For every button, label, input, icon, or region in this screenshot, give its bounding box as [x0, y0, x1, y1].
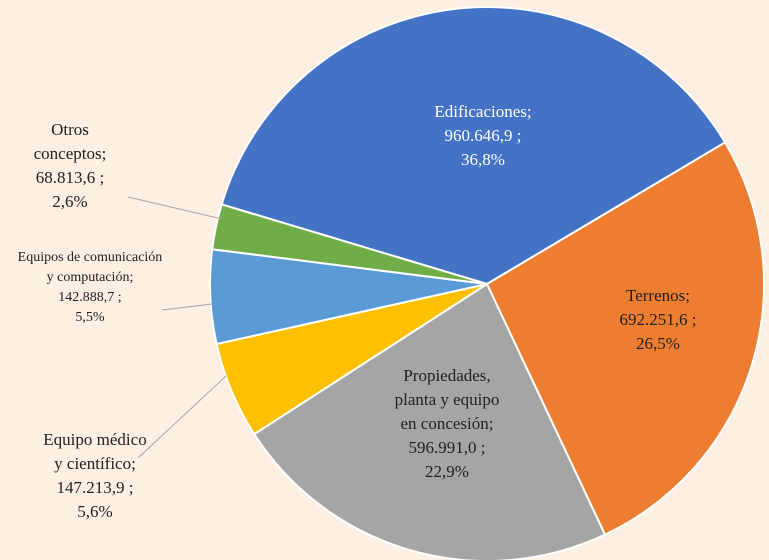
label-value-line: 142.888,7 ; [15, 288, 165, 308]
category-name: Equipo médico y científico [43, 430, 147, 473]
separator: ; [128, 478, 134, 497]
separator: ; [691, 310, 697, 329]
value-label: 596.991,0 [408, 438, 477, 457]
label-name-line: Otros conceptos; [20, 118, 120, 166]
slice-label: Propiedades, planta y equipo en concesió… [385, 364, 510, 484]
label-name-line: Terrenos; [593, 284, 723, 308]
separator: ; [117, 290, 122, 305]
label-name-line: Equipos de comunicación y computación; [15, 248, 165, 288]
label-name-line: Propiedades, planta y equipo en concesió… [385, 364, 510, 436]
separator: ; [516, 126, 522, 145]
leader-line [161, 303, 213, 311]
value-label: 960.646,9 [444, 126, 513, 145]
separator: ; [685, 286, 690, 305]
pie-slice [211, 203, 488, 285]
percent-label: 5,5% [75, 310, 105, 325]
label-percent-line: 5,6% [43, 500, 148, 524]
slice-label: Equipo médico y científico; 147.213,9 ; 5,… [43, 428, 148, 524]
category-name: Equipos de comunicación y computación [17, 250, 163, 285]
percent-label: 26,5% [636, 334, 680, 353]
label-value-line: 68.813,6 ; [20, 166, 120, 190]
slice-label: Terrenos; 692.251,6 ; 26,5% [593, 284, 723, 356]
separator: ; [131, 454, 136, 473]
slice-label: Equipos de comunicación y computación; 14… [15, 248, 165, 328]
pie-slice [485, 141, 765, 536]
percent-label: 2,6% [52, 192, 88, 211]
label-percent-line: 2,6% [20, 190, 120, 214]
label-value-line: 960.646,9 ; [408, 124, 558, 148]
pie-slice [252, 282, 607, 560]
label-name-line: Equipo médico y científico; [43, 428, 148, 476]
label-value-line: 147.213,9 ; [43, 476, 148, 500]
category-name: Edificaciones [434, 102, 527, 121]
pie-slice [220, 6, 727, 286]
label-percent-line: 5,5% [15, 308, 165, 328]
separator: ; [526, 102, 532, 121]
category-name: Otros conceptos [33, 120, 102, 163]
separator: ; [480, 438, 486, 457]
percent-label: 22,9% [425, 462, 469, 481]
percent-label: 5,6% [77, 502, 113, 521]
label-name-line: Edificaciones; [408, 100, 558, 124]
percent-label: 36,8% [461, 150, 505, 169]
category-name: Propiedades, planta y equipo en concesió… [394, 366, 500, 433]
category-name: Terrenos [626, 286, 686, 305]
slice-label: Edificaciones; 960.646,9 ; 36,8% [408, 100, 558, 172]
label-value-line: 596.991,0 ; [385, 436, 510, 460]
separator: ; [129, 270, 134, 285]
separator: ; [101, 144, 107, 163]
value-label: 68.813,6 [35, 168, 96, 187]
separator: ; [488, 414, 494, 433]
value-label: 142.888,7 [58, 290, 115, 305]
value-label: 692.251,6 [619, 310, 688, 329]
leader-line [127, 196, 223, 220]
label-percent-line: 36,8% [408, 148, 558, 172]
leader-line [137, 375, 227, 459]
label-value-line: 692.251,6 ; [593, 308, 723, 332]
label-percent-line: 26,5% [593, 332, 723, 356]
value-label: 147.213,9 [56, 478, 125, 497]
label-percent-line: 22,9% [385, 460, 510, 484]
separator: ; [99, 168, 105, 187]
slice-label: Otros conceptos; 68.813,6 ; 2,6% [20, 118, 120, 214]
